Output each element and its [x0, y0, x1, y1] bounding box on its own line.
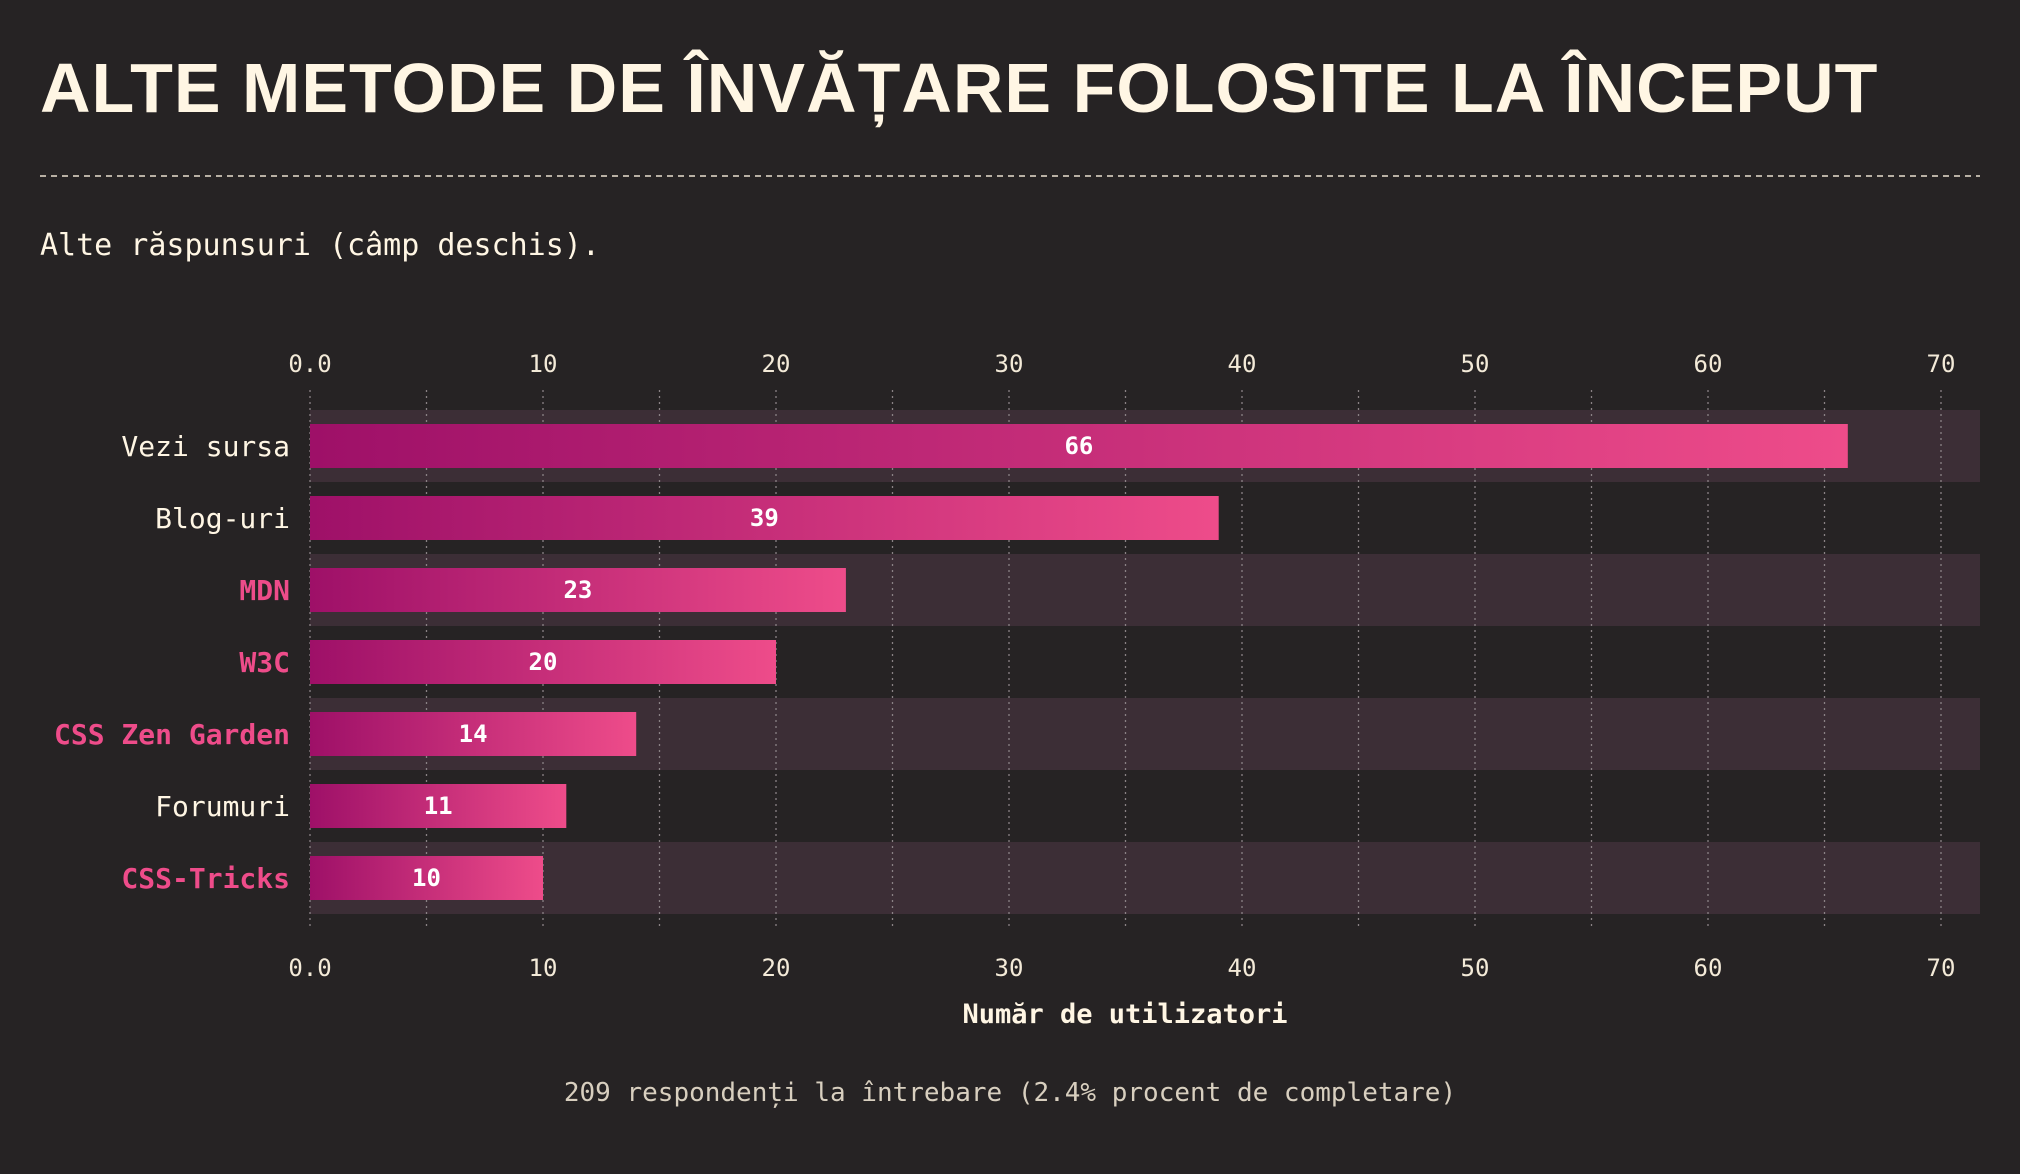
footnote: 209 respondenți la întrebare (2.4% proce… — [564, 1078, 1456, 1108]
category-label: CSS-Tricks — [121, 862, 290, 895]
x-tick-label-top: 40 — [1228, 350, 1257, 378]
x-axis-top: 0.0 10 20 30 40 50 60 70 — [288, 350, 1955, 378]
category-label: W3C — [239, 646, 290, 679]
bar-value-label: 39 — [750, 504, 779, 532]
bar — [310, 424, 1848, 468]
bar — [310, 712, 637, 756]
bar-value-label: 20 — [529, 648, 558, 676]
x-tick-label-top: 20 — [762, 350, 791, 378]
chart-subtitle: Alte răspunsuri (câmp deschis). — [40, 228, 600, 263]
x-axis-label: Număr de utilizatori — [962, 999, 1287, 1030]
category-label: Blog-uri — [155, 502, 290, 535]
chart-title: ALTE METODE DE ÎNVĂȚARE FOLOSITE LA ÎNCE… — [40, 48, 1878, 128]
x-tick-label-top: 0.0 — [288, 350, 331, 378]
x-tick-label-bottom: 0.0 — [288, 954, 331, 982]
x-tick-label-bottom: 10 — [529, 954, 558, 982]
x-tick-label-bottom: 40 — [1228, 954, 1257, 982]
bar-value-label: 66 — [1064, 432, 1093, 460]
row-band — [310, 842, 1980, 914]
data-labels: 66 39 23 20 14 11 10 — [412, 432, 1093, 892]
x-tick-label-top: 70 — [1927, 350, 1956, 378]
x-tick-label-top: 60 — [1694, 350, 1723, 378]
x-tick-label-top: 50 — [1461, 350, 1490, 378]
bar-value-label: 11 — [424, 792, 453, 820]
category-label: Forumuri — [155, 790, 290, 823]
x-tick-label-bottom: 20 — [762, 954, 791, 982]
bars — [310, 424, 1848, 900]
bar-value-label: 23 — [563, 576, 592, 604]
bar-value-label: 14 — [459, 720, 488, 748]
x-tick-label-bottom: 30 — [995, 954, 1024, 982]
x-tick-label-bottom: 70 — [1927, 954, 1956, 982]
category-label: Vezi sursa — [121, 430, 290, 463]
bar — [310, 784, 567, 828]
bar — [310, 496, 1219, 540]
bar — [310, 568, 846, 612]
bar-value-label: 10 — [412, 864, 441, 892]
x-axis-bottom: 0.0 10 20 30 40 50 60 70 — [288, 954, 1955, 982]
category-label: MDN — [239, 574, 290, 607]
bar — [310, 640, 776, 684]
x-tick-label-bottom: 60 — [1694, 954, 1723, 982]
x-tick-label-top: 10 — [529, 350, 558, 378]
bar — [310, 856, 543, 900]
category-label: CSS Zen Garden — [54, 718, 290, 751]
x-tick-label-bottom: 50 — [1461, 954, 1490, 982]
x-tick-label-top: 30 — [995, 350, 1024, 378]
category-labels: Vezi sursa Blog-uri MDN W3C CSS Zen Garden Fo… — [54, 430, 290, 895]
